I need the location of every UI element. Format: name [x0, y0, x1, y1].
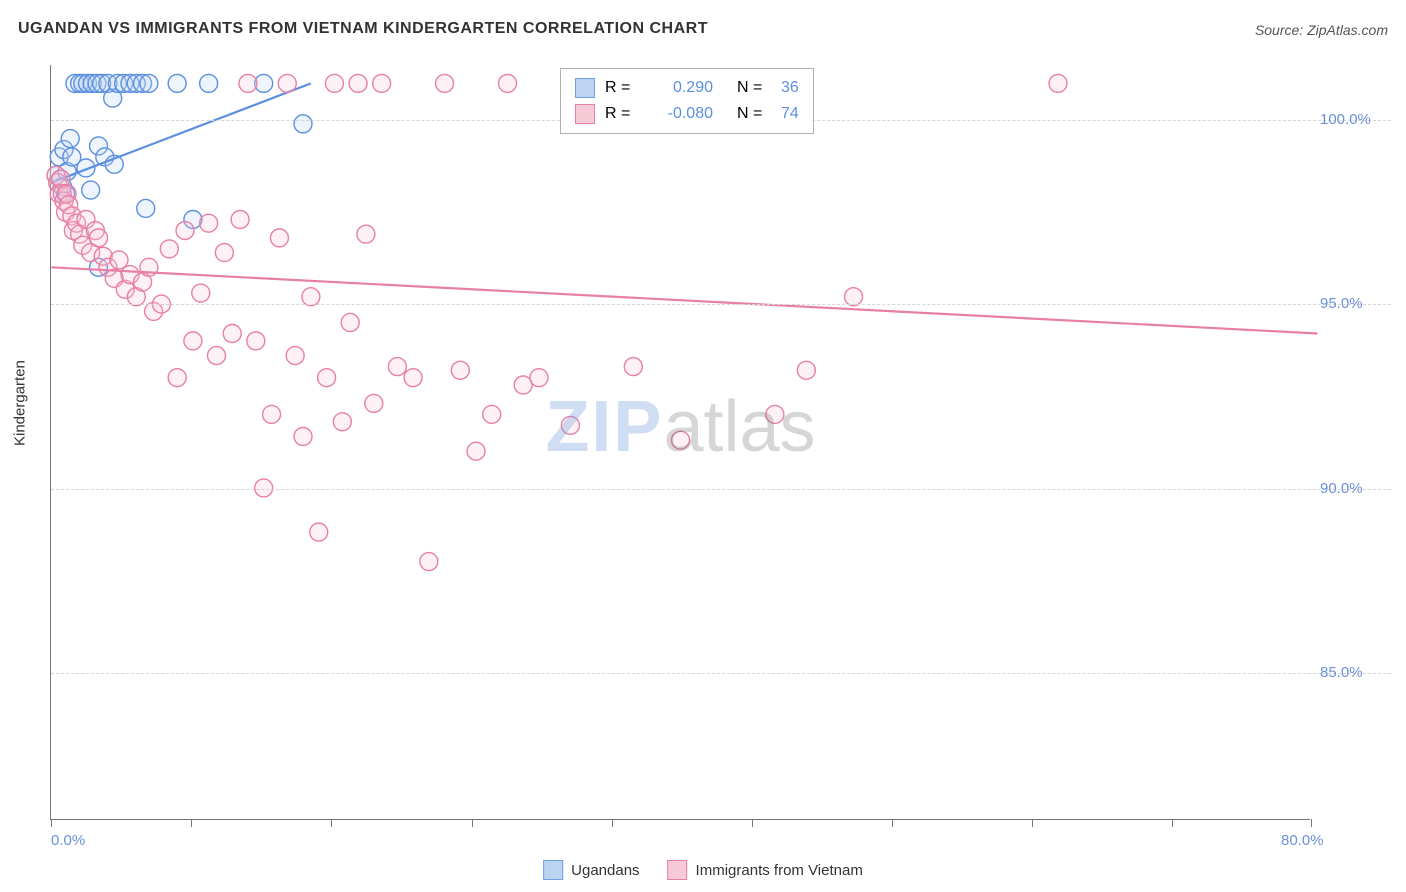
data-point: [137, 199, 155, 217]
chart-title: UGANDAN VS IMMIGRANTS FROM VIETNAM KINDE…: [18, 20, 708, 38]
x-tick: [472, 819, 473, 827]
n-value: 36: [781, 79, 799, 97]
data-point: [140, 74, 158, 92]
data-point: [404, 369, 422, 387]
legend-series: Ugandans Immigrants from Vietnam: [543, 860, 863, 880]
data-point: [278, 74, 296, 92]
data-point: [766, 405, 784, 423]
x-tick: [331, 819, 332, 827]
data-point: [318, 369, 336, 387]
data-point: [467, 442, 485, 460]
data-point: [672, 431, 690, 449]
legend-swatch: [543, 860, 563, 880]
data-point: [184, 332, 202, 350]
trend-line: [51, 267, 1317, 333]
y-tick-label: 85.0%: [1320, 664, 1390, 681]
legend-swatch: [575, 78, 595, 98]
data-point: [451, 361, 469, 379]
data-point: [333, 413, 351, 431]
data-point: [302, 288, 320, 306]
gridline: [51, 489, 1391, 490]
plot-area: ZIPatlas 85.0%90.0%95.0%100.0%0.0%80.0%: [50, 65, 1310, 820]
legend-correlation-row: R = -0.080 N = 74: [575, 101, 799, 127]
data-point: [286, 347, 304, 365]
n-label: N =: [737, 105, 771, 123]
data-point: [294, 427, 312, 445]
data-point: [845, 288, 863, 306]
data-point: [310, 523, 328, 541]
data-point: [168, 369, 186, 387]
r-label: R =: [605, 79, 639, 97]
y-axis-label: Kindergarten: [12, 360, 29, 446]
x-tick: [1311, 819, 1312, 827]
data-point: [420, 553, 438, 571]
data-point: [192, 284, 210, 302]
legend-correlation-row: R = 0.290 N = 36: [575, 75, 799, 101]
data-point: [797, 361, 815, 379]
legend-swatch: [575, 104, 595, 124]
data-point: [325, 74, 343, 92]
legend-correlation: R = 0.290 N = 36 R = -0.080 N = 74: [560, 68, 814, 134]
legend-series-item: Ugandans: [543, 860, 639, 880]
data-point: [357, 225, 375, 243]
y-tick-label: 95.0%: [1320, 295, 1390, 312]
data-point: [624, 358, 642, 376]
data-point: [373, 74, 391, 92]
y-tick-label: 90.0%: [1320, 480, 1390, 497]
data-point: [436, 74, 454, 92]
plot-svg: [51, 65, 1310, 819]
x-tick: [892, 819, 893, 827]
x-tick: [1172, 819, 1173, 827]
data-point: [231, 210, 249, 228]
data-point: [61, 130, 79, 148]
data-point: [90, 229, 108, 247]
legend-series-label: Immigrants from Vietnam: [696, 862, 863, 879]
n-value: 74: [781, 105, 799, 123]
x-tick: [612, 819, 613, 827]
data-point: [263, 405, 281, 423]
r-value: 0.290: [649, 79, 713, 97]
n-label: N =: [737, 79, 771, 97]
x-tick-label: 80.0%: [1281, 832, 1324, 849]
data-point: [247, 332, 265, 350]
data-point: [200, 214, 218, 232]
data-point: [168, 74, 186, 92]
legend-series-item: Immigrants from Vietnam: [668, 860, 863, 880]
x-tick: [191, 819, 192, 827]
data-point: [1049, 74, 1067, 92]
data-point: [349, 74, 367, 92]
data-point: [160, 240, 178, 258]
data-point: [176, 222, 194, 240]
x-tick-label: 0.0%: [51, 832, 85, 849]
data-point: [530, 369, 548, 387]
x-tick: [752, 819, 753, 827]
trend-line: [51, 83, 311, 182]
source-label: Source: ZipAtlas.com: [1255, 22, 1388, 38]
data-point: [270, 229, 288, 247]
gridline: [51, 304, 1391, 305]
data-point: [200, 74, 218, 92]
y-tick-label: 100.0%: [1320, 111, 1390, 128]
data-point: [215, 244, 233, 262]
data-point: [498, 74, 516, 92]
data-point: [223, 325, 241, 343]
data-point: [388, 358, 406, 376]
x-tick: [1032, 819, 1033, 827]
data-point: [82, 181, 100, 199]
data-point: [239, 74, 257, 92]
r-value: -0.080: [649, 105, 713, 123]
data-point: [483, 405, 501, 423]
data-point: [294, 115, 312, 133]
gridline: [51, 673, 1391, 674]
x-tick: [51, 819, 52, 827]
data-point: [365, 394, 383, 412]
data-point: [208, 347, 226, 365]
r-label: R =: [605, 105, 639, 123]
data-point: [341, 313, 359, 331]
legend-series-label: Ugandans: [571, 862, 639, 879]
data-point: [561, 416, 579, 434]
legend-swatch: [668, 860, 688, 880]
